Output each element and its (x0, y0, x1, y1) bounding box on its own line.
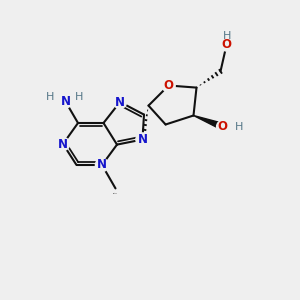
Circle shape (217, 121, 229, 133)
Text: O: O (218, 120, 228, 133)
Polygon shape (194, 116, 224, 130)
Text: N: N (58, 137, 68, 151)
Text: H: H (75, 92, 84, 103)
Circle shape (136, 133, 149, 146)
Circle shape (220, 39, 232, 51)
Circle shape (113, 95, 127, 109)
Text: H: H (223, 31, 231, 41)
Text: N: N (115, 95, 125, 109)
Circle shape (59, 95, 72, 108)
Circle shape (56, 137, 70, 151)
Text: N: N (97, 158, 107, 172)
Text: N: N (137, 133, 148, 146)
Circle shape (162, 79, 175, 92)
Text: H: H (235, 122, 244, 132)
Text: H: H (46, 92, 55, 103)
Text: N: N (60, 95, 70, 108)
Circle shape (95, 158, 109, 172)
Text: O: O (221, 38, 232, 52)
Text: methyl: methyl (113, 193, 118, 194)
Text: O: O (164, 79, 174, 92)
